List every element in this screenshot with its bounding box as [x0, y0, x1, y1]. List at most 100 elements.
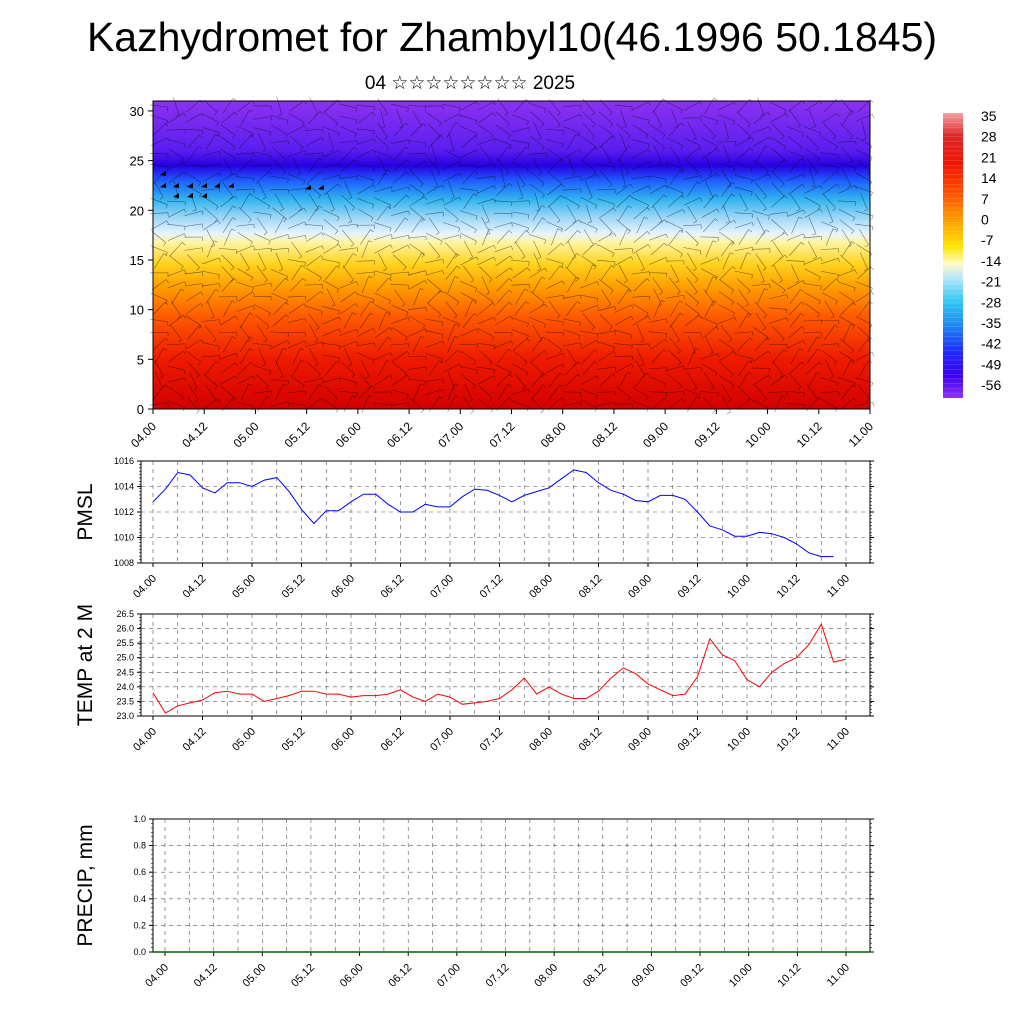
wind-barb-tick: [370, 229, 374, 233]
wind-barb: [493, 200, 512, 203]
wind-barb: [755, 229, 767, 245]
wind-barb-tick: [350, 243, 355, 247]
wind-barb-tick: [438, 360, 443, 364]
wind-barb: [670, 264, 680, 281]
wind-barb-tick: [459, 107, 461, 112]
wind-barb: [407, 378, 426, 382]
x-tick-label: 09.00: [626, 726, 654, 754]
wind-flag: [228, 183, 234, 188]
wind-barb: [477, 328, 494, 337]
wind-barb: [857, 159, 871, 172]
wind-barb: [340, 303, 356, 315]
wind-barb-tick: [593, 146, 597, 151]
x-tick-label: 09.12: [678, 962, 706, 990]
wind-barb: [566, 348, 577, 365]
wind-barb-tick: [716, 173, 720, 177]
wind-barb: [412, 110, 422, 126]
wind-barb-tick: [784, 254, 788, 259]
wind-barb: [443, 149, 460, 158]
wind-barb-tick: [614, 306, 617, 311]
wind-barb-tick: [457, 157, 460, 162]
wind-barb: [270, 234, 289, 241]
heatmap-x-tick-label: 09.00: [640, 419, 671, 450]
wind-barb-tick: [613, 204, 615, 208]
wind-barb-tick: [852, 217, 856, 222]
wind-barb: [287, 390, 306, 394]
wind-barb: [496, 373, 510, 387]
wind-barb-tick: [815, 147, 819, 152]
panel-frame: [152, 818, 871, 953]
wind-barb: [548, 384, 561, 400]
wind-barb-tick: [263, 232, 268, 236]
wind-barb-tick: [835, 146, 838, 150]
wind-barb-tick: [696, 396, 701, 399]
wind-barb-tick: [252, 375, 256, 380]
wind-barb-tick: [476, 101, 479, 106]
wind-barb: [511, 127, 529, 133]
wind-barb-tick: [681, 195, 685, 199]
wind-barb-tick: [339, 174, 341, 179]
wind-barb: [563, 196, 580, 207]
wind-barb: [700, 353, 718, 360]
wind-barb: [289, 135, 304, 148]
wind-barb: [700, 316, 718, 325]
wind-barb-tick: [645, 372, 650, 376]
wind-barb: [253, 211, 272, 215]
wind-barb-tick: [640, 364, 645, 367]
wind-barb-tick: [423, 123, 427, 127]
wind-barb: [686, 277, 698, 293]
wind-barb-tick: [609, 112, 613, 116]
wind-barb-tick: [747, 314, 751, 318]
wind-barb: [462, 313, 475, 328]
wind-barb-tick: [507, 134, 511, 139]
wind-barb: [373, 234, 392, 241]
wind-barb-tick: [250, 241, 253, 246]
wind-barb-tick: [785, 232, 789, 237]
wind-barb-tick: [373, 328, 376, 333]
heatmap-y-tick-label: 0: [137, 402, 144, 417]
wind-barb: [842, 324, 851, 341]
wind-barb-tick: [251, 133, 254, 138]
wind-barb-tick: [525, 230, 530, 234]
wind-barb-tick: [454, 395, 459, 398]
wind-barb: [774, 395, 782, 413]
wind-barb-tick: [715, 145, 718, 150]
wind-barb-tick: [184, 233, 187, 238]
wind-barb: [322, 328, 340, 337]
wind-barb: [360, 312, 371, 329]
wind-barb-tick: [287, 178, 289, 183]
wind-barb: [341, 194, 355, 208]
wind-barb: [393, 194, 407, 208]
wind-barb: [376, 337, 389, 352]
wind-barb: [476, 176, 495, 179]
wind-barb-tick: [474, 135, 478, 139]
wind-barb-tick: [390, 274, 392, 279]
wind-barb-tick: [763, 398, 767, 402]
wind-barb: [702, 218, 716, 233]
wind-barb: [597, 366, 616, 370]
wind-barb-tick: [559, 372, 564, 376]
wind-barb: [392, 159, 407, 172]
wind-barb: [562, 104, 581, 108]
wind-barb: [392, 374, 408, 386]
wind-barb-tick: [630, 256, 634, 261]
wind-barb: [511, 400, 529, 408]
wind-barb: [479, 266, 493, 280]
wind-barb: [221, 254, 235, 268]
wind-barb: [430, 169, 438, 186]
wind-barb-tick: [231, 228, 236, 231]
wind-barb: [705, 276, 714, 294]
wind-barb: [566, 205, 577, 222]
wind-barb-tick: [356, 281, 359, 286]
wind-barb: [222, 157, 233, 174]
wind-barb: [734, 331, 753, 334]
wind-flag: [173, 183, 179, 188]
wind-barb: [632, 101, 649, 111]
wind-barb-tick: [731, 384, 735, 389]
wind-barb: [650, 219, 665, 231]
wind-barb-tick: [526, 121, 529, 125]
wind-barb: [614, 304, 632, 313]
wind-barb: [739, 193, 749, 210]
wind-barb: [580, 281, 598, 289]
